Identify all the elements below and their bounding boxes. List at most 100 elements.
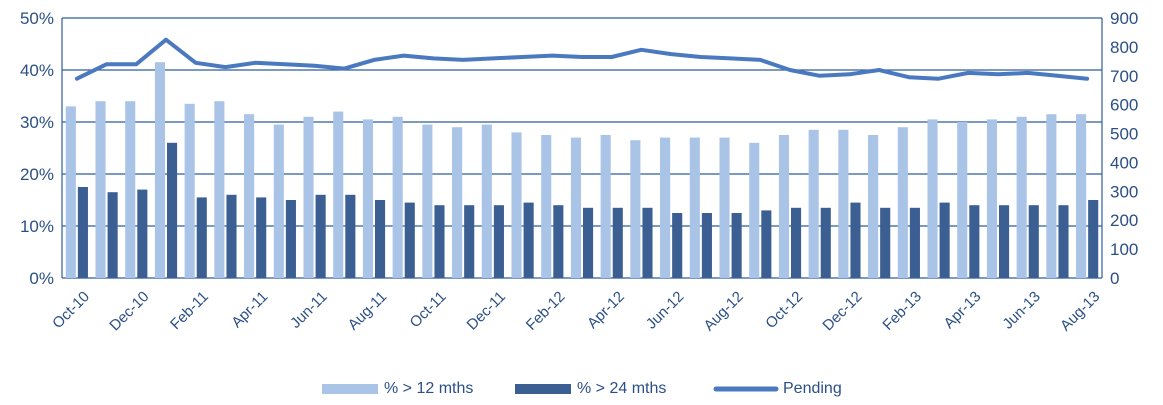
legend: % > 12 mths % > 24 mths Pending	[322, 380, 842, 397]
x-tick-label: Aug-13	[1057, 288, 1103, 334]
y-right-tick-label: 800	[1110, 38, 1138, 57]
y-right-tick-label: 700	[1110, 67, 1138, 86]
y-right-tick-label: 900	[1110, 9, 1138, 28]
legend-label-over-24-months: % > 24 mths	[577, 380, 666, 397]
bar-over-12-months	[511, 132, 522, 278]
bar-over-24-months	[77, 187, 88, 278]
pending-line-group	[74, 37, 1090, 81]
bars	[65, 62, 1099, 279]
bar-over-24-months	[1058, 205, 1069, 278]
bar-over-24-months	[137, 189, 148, 278]
bar-over-12-months	[1076, 114, 1087, 278]
x-tick-label: Feb-11	[167, 288, 212, 333]
bar-over-12-months	[600, 135, 611, 278]
y-left-tick-label: 0%	[29, 269, 54, 288]
bar-over-24-months	[464, 205, 475, 278]
bar-over-12-months	[630, 140, 641, 278]
y-right-tick-label: 300	[1110, 182, 1138, 201]
pending-line	[74, 37, 1090, 81]
bar-over-24-months	[1028, 205, 1039, 278]
bar-over-24-months	[583, 207, 594, 278]
bar-over-24-months	[345, 194, 356, 278]
bar-over-24-months	[672, 213, 683, 278]
y-right-tick-label: 0	[1110, 269, 1119, 288]
bar-over-12-months	[214, 101, 225, 278]
bar-over-24-months	[642, 207, 653, 278]
bar-over-12-months	[778, 135, 789, 278]
y-left-tick-label: 10%	[20, 217, 54, 236]
bar-over-12-months	[660, 137, 671, 278]
y-left-tick-label: 50%	[20, 9, 54, 28]
x-tick-label: Jun-12	[643, 288, 687, 332]
x-tick-label: Aug-12	[701, 288, 747, 334]
bar-over-24-months	[612, 207, 623, 278]
x-tick-label: Oct-11	[407, 288, 450, 331]
y-right-tick-label: 500	[1110, 125, 1138, 144]
bar-over-24-months	[553, 205, 564, 278]
bar-over-24-months	[731, 213, 742, 278]
bar-over-24-months	[909, 207, 920, 278]
bar-over-12-months	[422, 124, 433, 278]
bar-over-12-months	[689, 137, 700, 278]
x-tick-label: Oct-12	[762, 288, 806, 332]
legend-label-over-12-months: % > 12 mths	[384, 380, 473, 397]
bar-over-24-months	[523, 202, 534, 278]
y-right-tick-label: 600	[1110, 96, 1138, 115]
bar-over-24-months	[493, 205, 504, 278]
bar-over-12-months	[154, 62, 165, 279]
bar-over-24-months	[880, 207, 891, 278]
bar-over-24-months	[999, 205, 1010, 278]
x-tick-label: Feb-12	[523, 288, 569, 334]
bar-over-12-months	[957, 122, 968, 278]
y-right-tick-label: 400	[1110, 153, 1138, 172]
x-tick-label: Oct-10	[49, 288, 93, 332]
bar-over-12-months	[125, 101, 136, 278]
bar-over-12-months	[897, 127, 908, 278]
bar-over-12-months	[244, 114, 255, 278]
bar-over-12-months	[333, 111, 344, 278]
x-tick-label: Dec-11	[464, 288, 509, 333]
bar-over-12-months	[303, 116, 314, 278]
bar-over-12-months	[570, 137, 581, 278]
bar-over-24-months	[226, 194, 237, 278]
x-tick-label: Feb-13	[879, 288, 925, 334]
bar-over-12-months	[719, 137, 730, 278]
bar-over-12-months	[541, 135, 552, 278]
bar-over-24-months	[1088, 200, 1099, 278]
bar-over-12-months	[749, 142, 760, 278]
x-tick-label: Jun-13	[999, 288, 1043, 332]
bar-over-12-months	[184, 103, 195, 278]
legend-label-pending: Pending	[783, 380, 842, 397]
bar-over-24-months	[791, 207, 802, 278]
bar-over-12-months	[362, 119, 373, 279]
bar-over-12-months	[65, 106, 76, 279]
y-left-tick-label: 20%	[20, 165, 54, 184]
y-right-tick-label: 200	[1110, 211, 1138, 230]
bar-over-24-months	[375, 200, 386, 278]
bar-over-24-months	[761, 210, 772, 278]
bar-over-12-months	[273, 124, 284, 278]
legend-swatch-over-24-months	[515, 384, 571, 394]
bar-over-12-months	[392, 116, 403, 278]
y-left-tick-label: 30%	[20, 113, 54, 132]
bar-over-12-months	[868, 135, 879, 278]
bar-over-24-months	[167, 142, 178, 278]
bar-over-12-months	[1016, 116, 1027, 278]
bar-over-24-months	[701, 213, 712, 278]
bar-over-24-months	[256, 197, 267, 278]
y-left-tick-label: 40%	[20, 61, 54, 80]
bar-over-12-months	[986, 119, 997, 279]
bar-over-24-months	[404, 202, 415, 278]
bar-over-24-months	[969, 205, 980, 278]
x-tick-label: Apr-11	[228, 288, 271, 331]
bar-over-12-months	[452, 127, 463, 278]
x-tick-label: Dec-10	[106, 288, 152, 334]
x-tick-label: Apr-12	[584, 288, 628, 332]
x-tick-label: Dec-12	[819, 288, 865, 334]
bar-over-24-months	[196, 197, 207, 278]
x-tick-label: Jun-11	[287, 288, 331, 332]
x-tick-label: Aug-11	[345, 288, 390, 333]
bar-over-24-months	[820, 207, 831, 278]
